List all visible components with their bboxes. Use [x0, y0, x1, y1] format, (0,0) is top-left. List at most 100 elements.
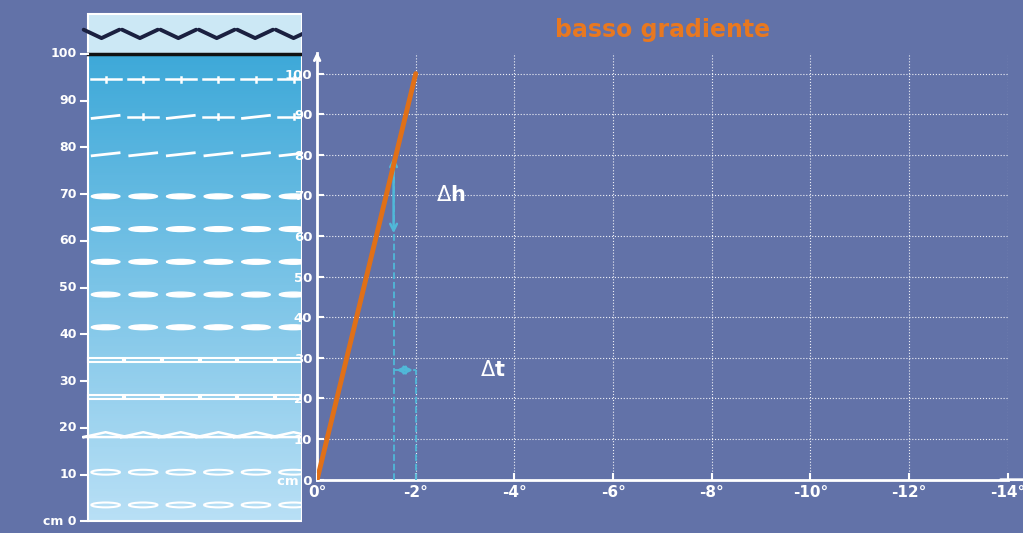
Bar: [88, 238, 302, 241]
Circle shape: [167, 292, 195, 297]
Bar: [88, 320, 302, 322]
Bar: [88, 213, 302, 215]
Bar: [88, 507, 302, 510]
Bar: [88, 180, 302, 182]
Bar: [88, 93, 302, 96]
Bar: [88, 392, 302, 395]
Bar: [88, 206, 302, 208]
Bar: [88, 304, 302, 306]
Bar: [88, 56, 302, 59]
Bar: [88, 456, 302, 458]
Bar: [88, 407, 302, 409]
Bar: [88, 259, 302, 262]
Bar: [88, 479, 302, 482]
Bar: [88, 271, 302, 273]
Bar: [88, 198, 302, 201]
Bar: [88, 414, 302, 416]
Circle shape: [129, 325, 158, 330]
Circle shape: [167, 194, 195, 199]
Title: basso gradiente: basso gradiente: [554, 18, 770, 42]
Bar: [88, 152, 302, 154]
Bar: [88, 299, 302, 302]
Bar: [88, 297, 302, 299]
Text: 80: 80: [59, 141, 77, 154]
Bar: [88, 463, 302, 465]
Bar: [88, 128, 302, 131]
Bar: [88, 240, 302, 243]
Bar: [88, 114, 302, 117]
Bar: [88, 365, 302, 367]
Bar: [88, 353, 302, 356]
Circle shape: [91, 260, 120, 264]
Bar: [88, 493, 302, 496]
Bar: [88, 203, 302, 206]
Bar: [88, 341, 302, 344]
Bar: [238, 358, 274, 362]
Bar: [88, 451, 302, 454]
Bar: [88, 385, 302, 388]
Bar: [88, 247, 302, 250]
Bar: [88, 465, 302, 467]
Bar: [88, 397, 302, 400]
Bar: [88, 252, 302, 255]
Circle shape: [129, 194, 158, 199]
Bar: [88, 360, 302, 362]
Bar: [88, 453, 302, 456]
Bar: [88, 173, 302, 175]
Bar: [88, 53, 302, 56]
Bar: [88, 461, 302, 463]
Bar: [88, 72, 302, 75]
Bar: [88, 474, 302, 477]
Bar: [88, 117, 302, 119]
Bar: [88, 264, 302, 266]
Bar: [88, 103, 302, 105]
Bar: [88, 477, 302, 479]
Bar: [88, 400, 302, 402]
Bar: [88, 348, 302, 351]
Text: 40: 40: [59, 328, 77, 341]
Bar: [238, 395, 274, 399]
Bar: [88, 329, 302, 332]
Bar: [88, 500, 302, 503]
Bar: [88, 444, 302, 447]
Bar: [88, 467, 302, 470]
Bar: [88, 166, 302, 168]
Circle shape: [205, 260, 232, 264]
Text: 60: 60: [59, 235, 77, 247]
Text: 100: 100: [50, 47, 77, 60]
Text: 30: 30: [59, 375, 77, 387]
Bar: [88, 355, 302, 358]
Bar: [88, 325, 302, 327]
Circle shape: [279, 292, 308, 297]
Bar: [88, 343, 302, 346]
Bar: [88, 215, 302, 217]
Bar: [126, 395, 161, 399]
Circle shape: [279, 194, 308, 199]
Bar: [88, 149, 302, 152]
Bar: [88, 184, 302, 187]
Bar: [88, 427, 302, 430]
Bar: [88, 182, 302, 184]
Bar: [88, 472, 302, 474]
Bar: [88, 220, 302, 222]
Bar: [88, 61, 302, 63]
Text: 50: 50: [59, 281, 77, 294]
Bar: [88, 388, 302, 390]
Bar: [88, 131, 302, 133]
Text: $\Delta$t: $\Delta$t: [480, 360, 505, 380]
Bar: [88, 14, 302, 54]
Bar: [88, 171, 302, 173]
Circle shape: [91, 325, 120, 330]
Bar: [88, 82, 302, 84]
Bar: [163, 358, 198, 362]
Circle shape: [129, 292, 158, 297]
Circle shape: [91, 194, 120, 199]
Bar: [88, 257, 302, 260]
Circle shape: [279, 227, 308, 231]
Bar: [88, 122, 302, 124]
Circle shape: [279, 260, 308, 264]
Bar: [88, 458, 302, 461]
Circle shape: [279, 325, 308, 330]
Bar: [88, 124, 302, 126]
Bar: [88, 280, 302, 283]
